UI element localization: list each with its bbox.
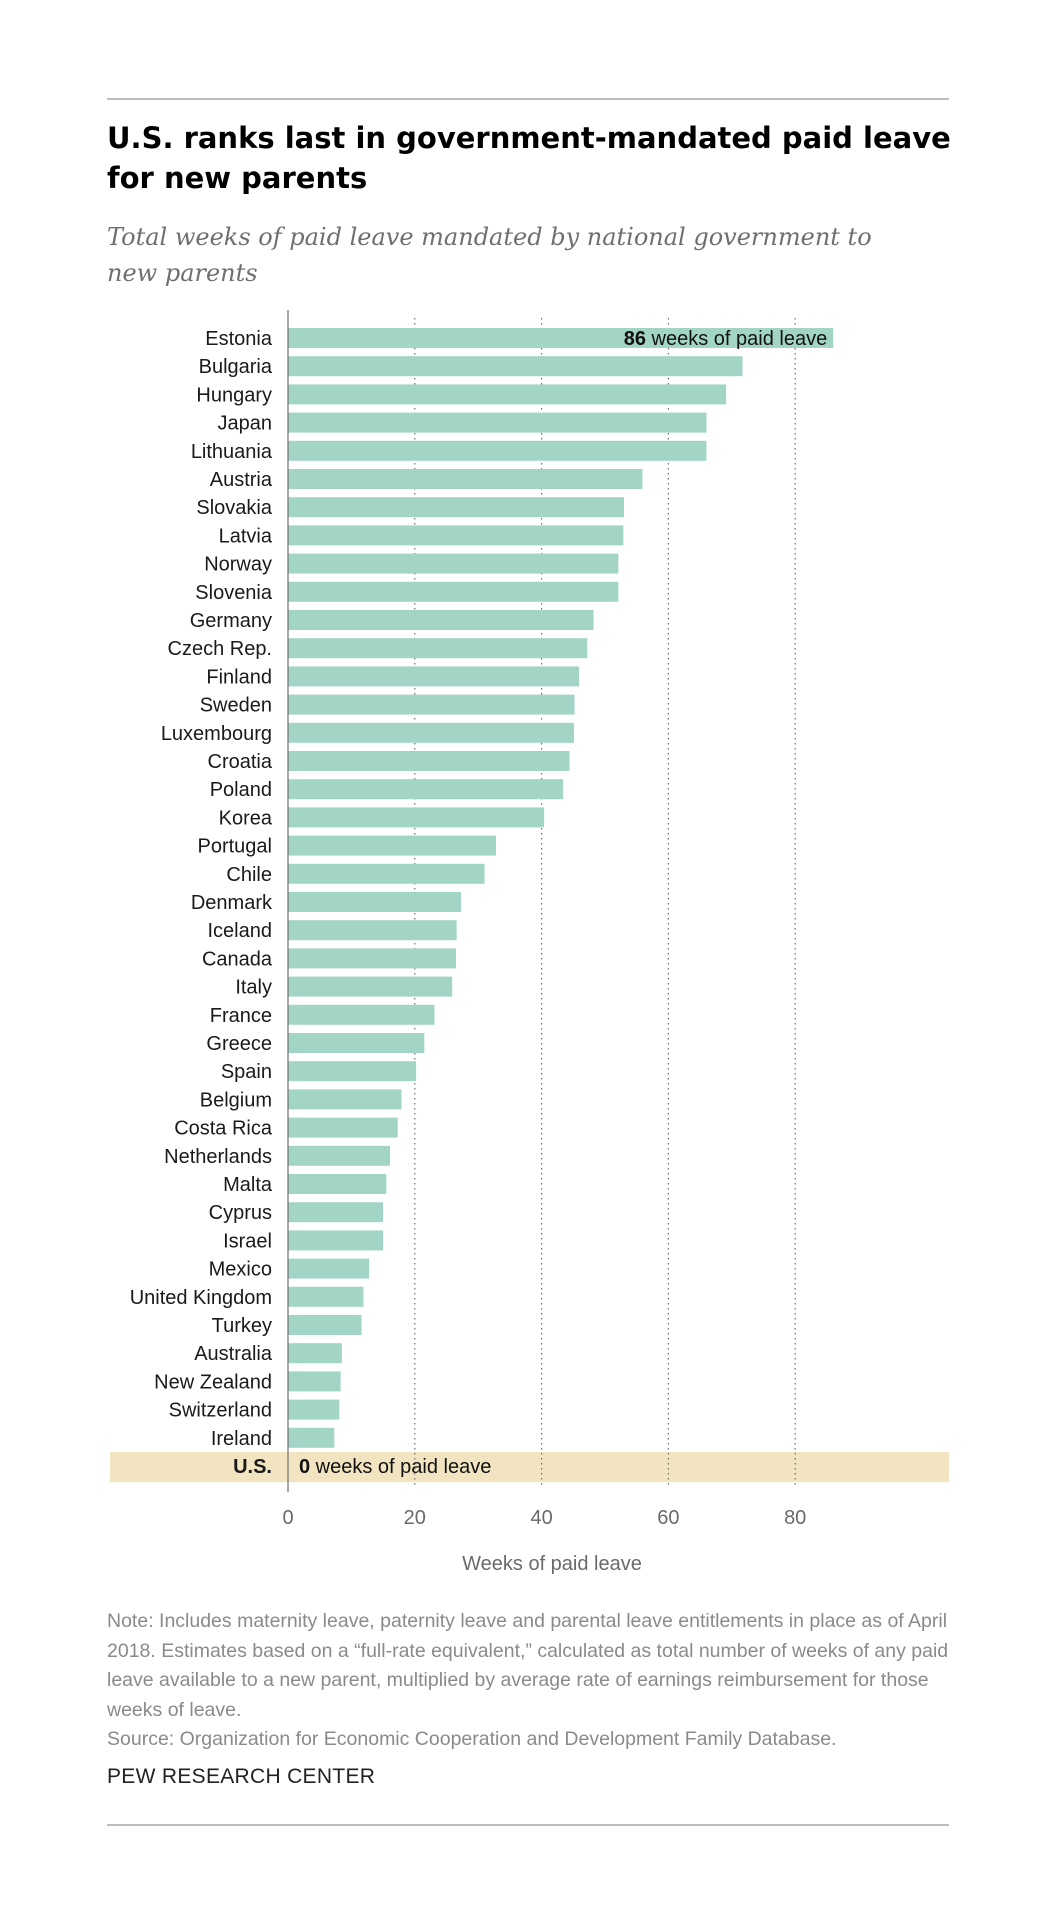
category-label: Australia bbox=[194, 1343, 273, 1365]
x-tick-label: 40 bbox=[530, 1507, 552, 1529]
bar-hungary bbox=[288, 384, 727, 405]
x-tick-label: 60 bbox=[657, 1507, 679, 1529]
category-label: Croatia bbox=[208, 751, 273, 773]
category-label: Denmark bbox=[191, 892, 273, 914]
bar-slovakia bbox=[288, 497, 625, 518]
category-label: Korea bbox=[219, 807, 273, 829]
bar-estonia bbox=[288, 328, 834, 348]
category-label: Austria bbox=[210, 469, 273, 491]
category-label: Spain bbox=[221, 1061, 272, 1083]
category-label: Belgium bbox=[200, 1089, 272, 1111]
category-label: Turkey bbox=[212, 1315, 272, 1337]
bar-poland bbox=[288, 779, 564, 800]
bar-czech-rep bbox=[288, 638, 588, 659]
bar-iceland bbox=[288, 920, 457, 941]
category-label: New Zealand bbox=[154, 1371, 272, 1393]
bar-portugal bbox=[288, 835, 496, 856]
bar-ireland bbox=[288, 1427, 335, 1448]
bar-germany bbox=[288, 610, 594, 630]
bar-lithuania bbox=[288, 440, 707, 461]
bar-finland bbox=[288, 666, 580, 687]
bar-united-kingdom bbox=[288, 1286, 364, 1307]
us-highlight-band bbox=[110, 1452, 949, 1483]
category-label: Estonia bbox=[205, 328, 273, 350]
chart-title: U.S. ranks last in government-mandated p… bbox=[107, 121, 951, 195]
bar-denmark bbox=[288, 892, 462, 912]
bar-korea bbox=[288, 807, 545, 828]
x-tick-label: 0 bbox=[282, 1507, 293, 1529]
category-label: Ireland bbox=[211, 1428, 272, 1450]
bar-latvia bbox=[288, 525, 624, 546]
category-label: France bbox=[210, 1005, 272, 1027]
bar-canada bbox=[288, 948, 457, 969]
bar-luxembourg bbox=[288, 722, 574, 743]
category-label: Switzerland bbox=[169, 1400, 272, 1422]
note-text: Note: Includes maternity leave, paternit… bbox=[107, 1610, 949, 1721]
category-label: Japan bbox=[218, 413, 273, 435]
category-label: Canada bbox=[202, 948, 273, 970]
category-label: United Kingdom bbox=[130, 1287, 272, 1309]
x-axis-title: Weeks of paid leave bbox=[462, 1553, 642, 1575]
bar-costa-rica bbox=[288, 1117, 398, 1138]
x-tick-label: 80 bbox=[784, 1507, 806, 1529]
category-label: Norway bbox=[204, 554, 272, 576]
bar-australia bbox=[288, 1343, 342, 1364]
bar-turkey bbox=[288, 1315, 362, 1335]
category-label: Germany bbox=[190, 610, 272, 632]
bar-mexico bbox=[288, 1258, 370, 1279]
category-label: Latvia bbox=[219, 525, 273, 547]
bar-japan bbox=[288, 412, 707, 433]
category-label: Netherlands bbox=[164, 1146, 272, 1168]
bar-austria bbox=[288, 469, 643, 489]
bar-israel bbox=[288, 1230, 384, 1251]
bar-slovenia bbox=[288, 581, 619, 602]
category-label: Poland bbox=[210, 779, 272, 801]
bar-croatia bbox=[288, 751, 570, 771]
chart-notes: Note: Includes maternity leave, paternit… bbox=[107, 1607, 967, 1755]
bar-cyprus bbox=[288, 1202, 384, 1223]
top-bar-annotation: 86 weeks of paid leave bbox=[624, 328, 827, 350]
category-label: Italy bbox=[235, 977, 272, 999]
category-label: Malta bbox=[223, 1174, 273, 1196]
category-label: Lithuania bbox=[191, 441, 273, 463]
category-label: Costa Rica bbox=[174, 1118, 273, 1140]
bar-chart: Estonia Bulgaria Hungary Japan Lithuania Aust… bbox=[110, 310, 949, 1575]
pew-brand: PEW RESEARCH CENTER bbox=[107, 1765, 376, 1788]
category-label: Mexico bbox=[209, 1259, 272, 1281]
bar-switzerland bbox=[288, 1399, 340, 1420]
bar-new-zealand bbox=[288, 1371, 341, 1392]
bar-spain bbox=[288, 1061, 417, 1082]
category-label: Greece bbox=[206, 1033, 272, 1055]
top-rule bbox=[107, 98, 949, 100]
category-label: Hungary bbox=[196, 384, 272, 406]
bar-greece bbox=[288, 1033, 425, 1053]
category-label: Czech Rep. bbox=[168, 638, 273, 660]
source-text: Source: Organization for Economic Cooper… bbox=[107, 1728, 837, 1750]
x-tick-label: 20 bbox=[404, 1507, 426, 1529]
bar-italy bbox=[288, 976, 453, 997]
category-label: Portugal bbox=[198, 836, 273, 858]
category-label: Iceland bbox=[208, 920, 273, 942]
category-label: Sweden bbox=[200, 695, 272, 717]
category-label: Slovenia bbox=[195, 582, 273, 604]
bar-bulgaria bbox=[288, 356, 743, 377]
category-label: Luxembourg bbox=[161, 723, 272, 745]
category-label: Bulgaria bbox=[199, 356, 273, 378]
category-label: Israel bbox=[223, 1230, 272, 1252]
category-label: Slovakia bbox=[196, 497, 272, 519]
bar-belgium bbox=[288, 1089, 402, 1110]
bar-chile bbox=[288, 863, 485, 884]
bar-norway bbox=[288, 553, 619, 574]
bar-malta bbox=[288, 1174, 387, 1194]
bottom-rule bbox=[107, 1824, 949, 1826]
us-annotation: 0 weeks of paid leave bbox=[299, 1456, 491, 1478]
category-label: Cyprus bbox=[209, 1202, 272, 1224]
category-label: U.S. bbox=[233, 1456, 272, 1478]
bar-sweden bbox=[288, 694, 575, 715]
chart-subtitle: Total weeks of paid leave mandated by na… bbox=[107, 223, 872, 287]
category-label: Finland bbox=[206, 666, 272, 688]
bar-france bbox=[288, 1004, 435, 1025]
category-label: Chile bbox=[226, 864, 272, 886]
bar-netherlands bbox=[288, 1145, 391, 1166]
